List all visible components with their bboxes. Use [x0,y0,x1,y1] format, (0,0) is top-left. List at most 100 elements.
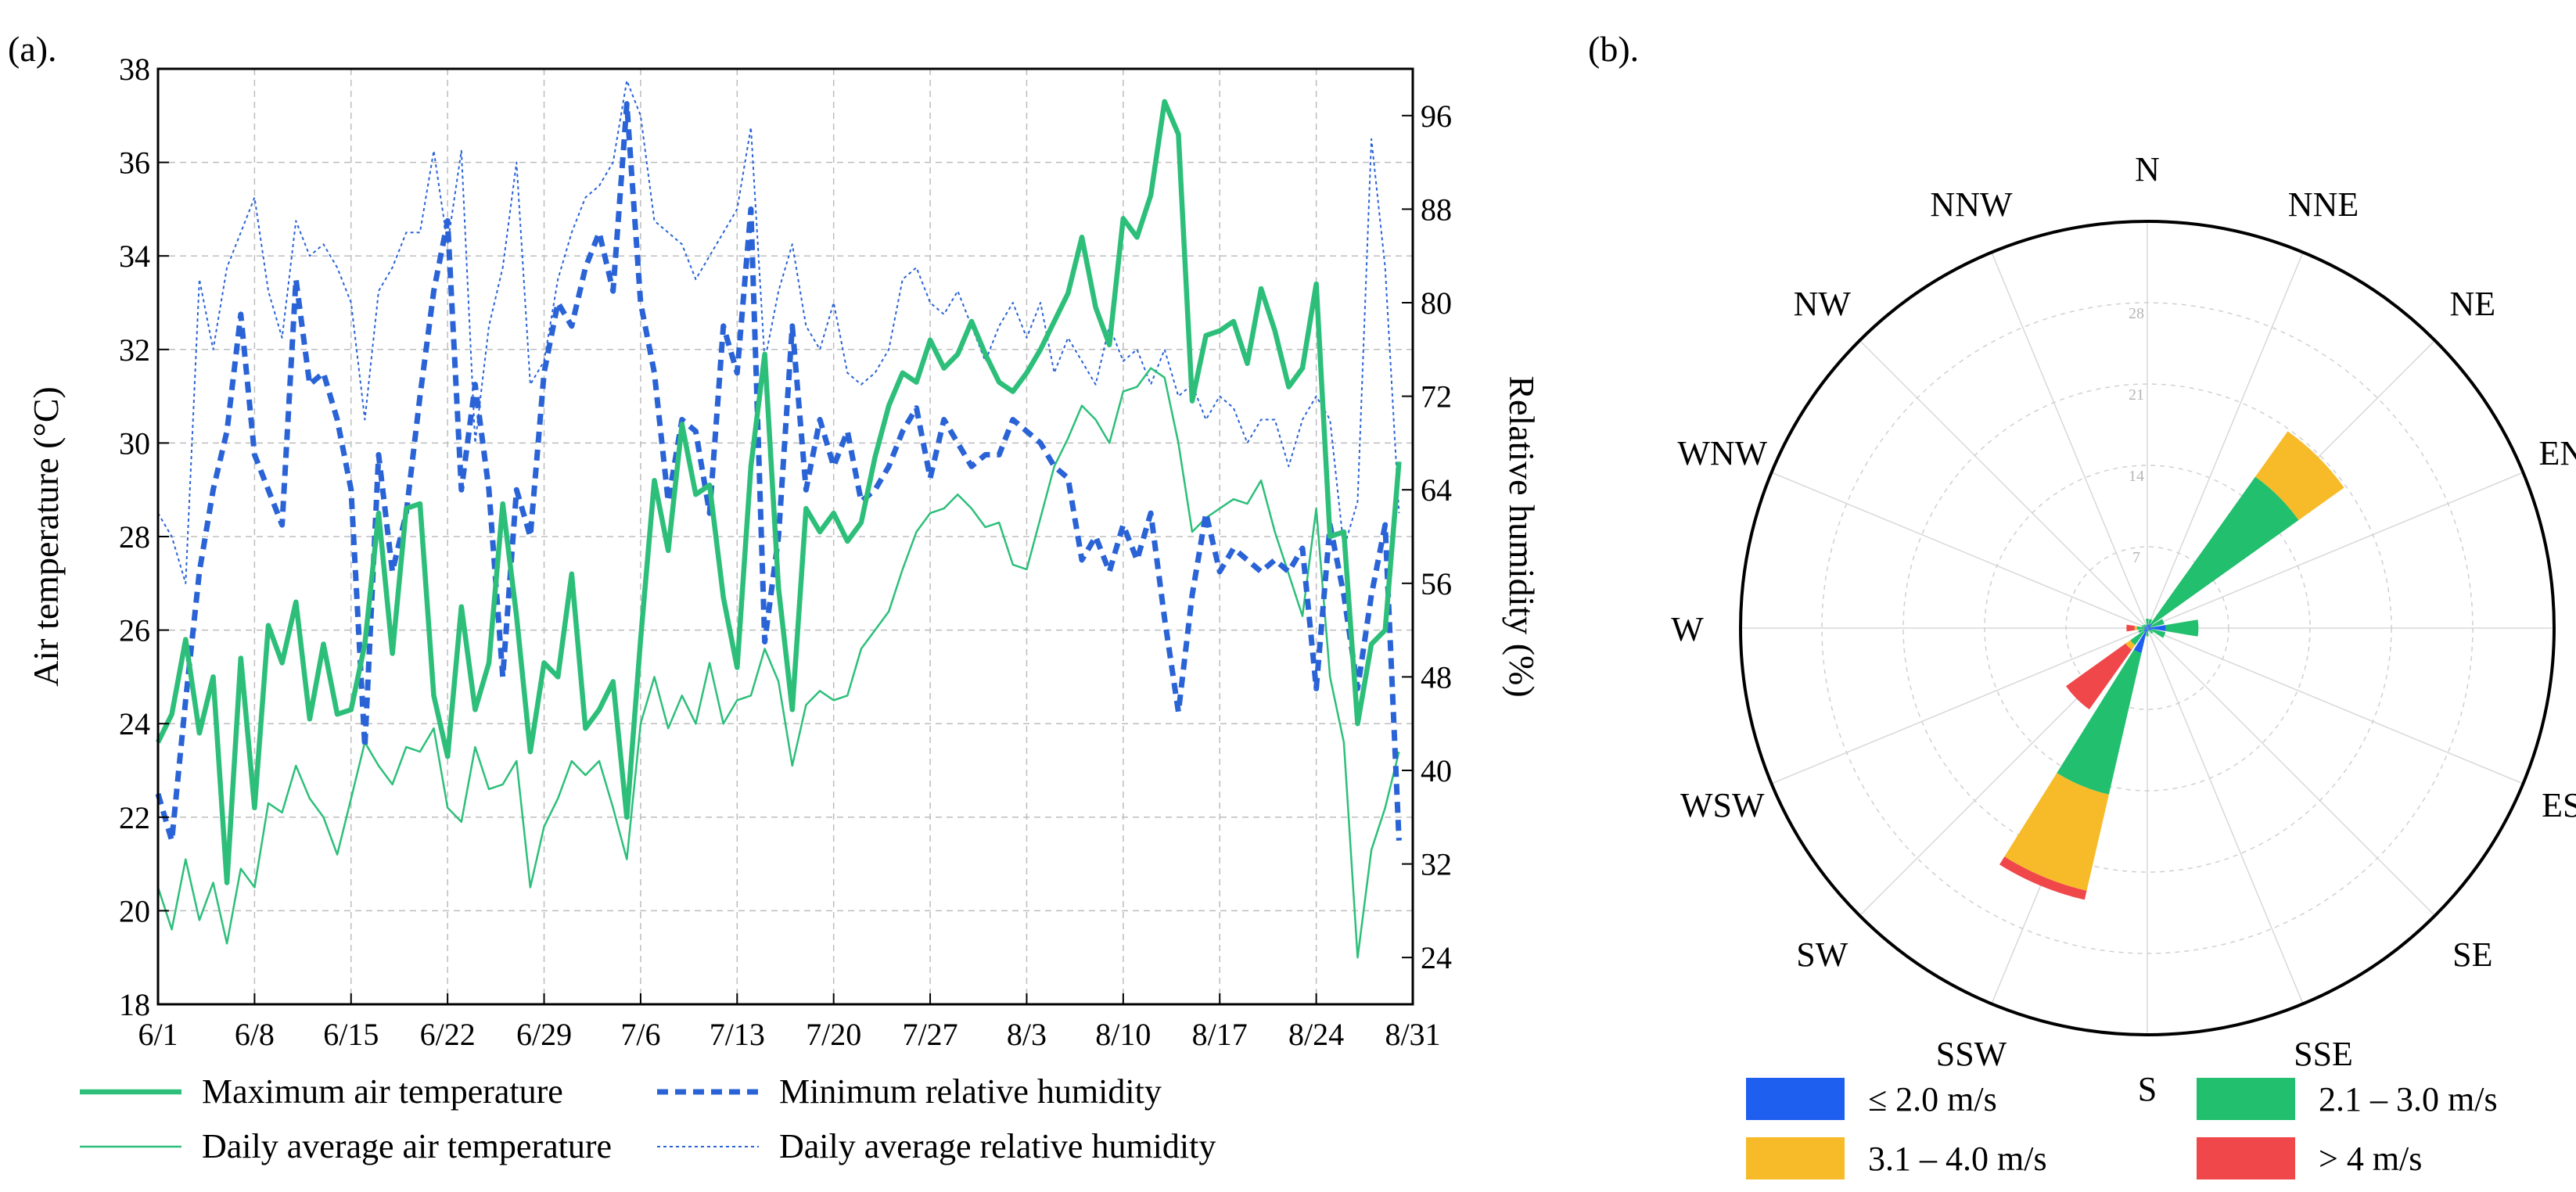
x-tick-label: 7/13 [710,1017,765,1052]
direction-label: WNW [1677,434,1767,472]
ring [1984,465,2311,792]
right-y-tick-label: 96 [1421,99,1452,134]
petal-segment [2141,625,2146,628]
petal-segment [2147,628,2152,631]
right-y-tick-label: 80 [1421,285,1452,321]
petal-segment [2133,628,2147,653]
direction-label: NW [1794,285,1852,323]
left-y-tick-label: 38 [119,52,150,87]
legend-label: ≤ 2.0 m/s [1868,1080,1997,1118]
legend-label: 2.1 – 3.0 m/s [2319,1080,2498,1118]
right-y-tick-label: 48 [1421,659,1452,695]
petal-segment [2145,628,2147,630]
petal-segment [2134,626,2137,630]
direction-label: ENE [2538,434,2576,472]
left-y-tick-label: 20 [119,893,150,928]
left-y-tick-label: 34 [119,239,150,274]
left-y-tick-label: 28 [119,519,150,555]
direction-label: WSW [1680,786,1765,824]
petal-segment [2145,626,2147,628]
left-y-tick-label: 24 [119,706,150,741]
legend-color-box [2197,1137,2295,1179]
left-y-tick-label: 32 [119,332,150,368]
direction-label: W [1671,610,1704,648]
panel-b-label: (b). [1588,29,1639,69]
direction-label: NNE [2288,185,2359,224]
petal-segment [2057,649,2142,795]
ring-label: 21 [2129,386,2144,404]
petal-segment [2150,619,2165,627]
right-y-tick-label: 40 [1421,753,1452,788]
legend-label: Daily average air temperature [202,1127,612,1165]
x-tick-label: 7/20 [806,1017,861,1052]
legend-label: 3.1 – 4.0 m/s [1868,1140,2047,1178]
spoke-line [1771,627,2148,784]
right-y-tick-label: 24 [1421,940,1452,975]
right-y-tick-label: 88 [1421,192,1452,227]
ring [2065,546,2229,710]
direction-label: SW [1796,935,1848,974]
direction-label: NE [2449,285,2495,323]
petal-segment [2130,630,2145,645]
left-y-tick-label: 36 [119,145,150,181]
petal-segment [2126,624,2135,632]
left-y-tick-label: 26 [119,613,150,648]
grid [158,69,1413,1004]
direction-label: SSW [1936,1035,2007,1073]
x-tick-label: 8/17 [1192,1017,1248,1052]
polar-grid: 7 14 21 28 [1739,220,2556,1036]
legend-label: > 4 m/s [2319,1140,2422,1178]
spoke-line [2147,252,2304,629]
legend-color-box [1746,1137,1845,1179]
petal-segment [2145,627,2147,628]
outer-ring [1739,220,2556,1036]
series-lines [155,80,1402,959]
direction-label: SE [2452,935,2492,974]
petal-segment [2004,773,2109,891]
petal-segment [2147,626,2151,628]
x-tick-label: 6/8 [235,1017,275,1052]
petal-segment [2066,643,2132,709]
ring-label: 28 [2129,305,2144,322]
x-tick-label: 6/29 [516,1017,572,1052]
spoke-line [1859,339,2148,629]
line-chart-panel: (a). 6/1 6/8 6/15 6/22 6/29 7/6 7/13 7/20 7/27 8/… [8,29,1542,1165]
direction-labels: NNNENEENEEESESESSESSSWSWWSWWWNWNWNNW [1671,150,2576,1108]
right-y-tick-label: 32 [1421,847,1452,882]
petal-segment [2145,624,2147,627]
legend-label: Daily average relative humidity [779,1127,1216,1165]
x-tick-label: 7/6 [620,1017,660,1052]
spoke-line [2147,627,2436,917]
petal-segment [2147,623,2152,628]
legend-color-box [2197,1078,2295,1120]
spoke-line [1991,252,2148,629]
direction-label: NNW [1930,185,2013,224]
petal-segment [2147,625,2166,631]
petal-segment [2165,619,2199,637]
legend-label: Minimum relative humidity [779,1072,1162,1111]
x-tick-label: 8/3 [1007,1017,1047,1052]
petal-segment [2125,640,2136,650]
petal-segment [2146,631,2149,637]
ring-label: 7 [2132,549,2140,566]
petal-segment [2143,627,2147,629]
petal-segment [2148,629,2154,634]
right-y-tick-label: 56 [1421,566,1452,601]
spoke-line [1771,472,2148,629]
petal-segment [2143,628,2147,632]
panel-a-label: (a). [8,29,57,69]
left-y-axis-label: Air temperature (°C) [26,386,66,687]
right-y-axis-ticks: 24 32 40 48 56 64 72 80 88 96 [1402,99,1452,975]
legend-color-box [1746,1078,1845,1120]
avg-relative-humidity-line [157,80,1400,584]
left-y-tick-label: 30 [119,425,150,461]
ring [1821,302,2474,954]
petal-segment [2150,476,2299,625]
petal-segment [2255,431,2344,520]
x-tick-label: 6/22 [420,1017,476,1052]
direction-label: ESE [2542,786,2576,824]
petal-segment [2148,619,2153,626]
petal-segment [2143,624,2147,627]
